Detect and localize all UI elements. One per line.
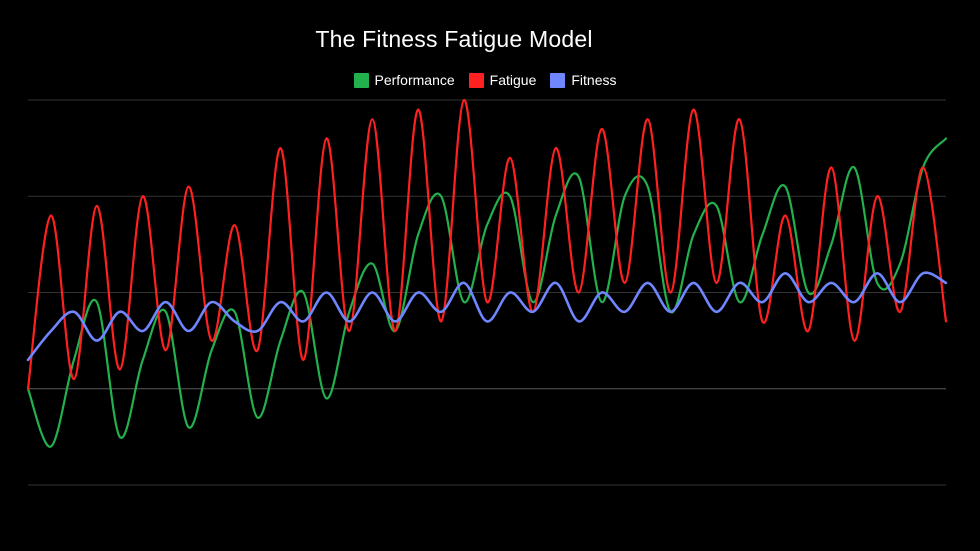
chart-title: The Fitness Fatigue Model [315, 26, 593, 52]
series-line-fitness [26, 271, 948, 362]
legend-swatch-performance [353, 72, 369, 88]
legend-swatch-fitness [550, 72, 566, 88]
legend-label-fatigue: Fatigue [489, 72, 537, 88]
legend-item-fitness[interactable]: Fitness [550, 72, 616, 88]
series-lines [26, 98, 948, 448]
legend-swatch-fatigue [468, 72, 484, 88]
legend-label-fitness: Fitness [571, 72, 617, 88]
legend-item-performance[interactable]: Performance [353, 72, 455, 88]
series-line-performance [26, 137, 948, 448]
gridlines [28, 99, 946, 486]
legend: Performance Fatigue Fitness [0, 72, 970, 88]
legend-label-performance: Performance [374, 72, 455, 88]
legend-item-fatigue[interactable]: Fatigue [468, 72, 537, 88]
series-line-fatigue [26, 98, 948, 390]
